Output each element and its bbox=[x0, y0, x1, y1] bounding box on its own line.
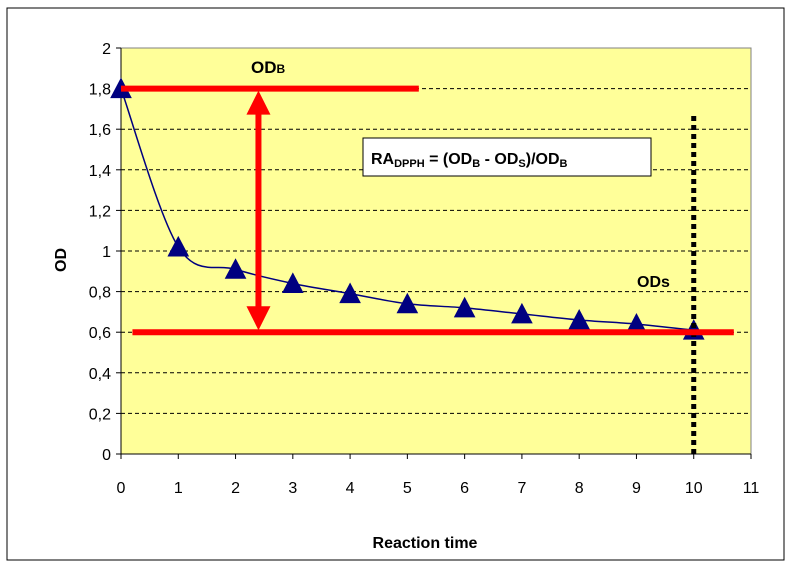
x-axis-title: Reaction time bbox=[373, 535, 478, 552]
y-axis-title: OD bbox=[53, 248, 70, 272]
formula-text: RADPPH = (ODB - ODS)/ODB bbox=[371, 151, 568, 170]
x-tick-label: 4 bbox=[346, 480, 355, 497]
y-tick-label: 0 bbox=[102, 447, 111, 464]
arrow-head-down bbox=[246, 306, 271, 331]
formula-part1: RA bbox=[371, 151, 395, 168]
x-tick-label: 11 bbox=[743, 480, 760, 497]
x-tick-labels: 0 1 2 3 4 5 6 7 8 9 10 11 bbox=[117, 480, 760, 497]
x-tick-label: 2 bbox=[231, 480, 240, 497]
odb-label-main: OD bbox=[251, 58, 277, 77]
axes bbox=[120, 48, 751, 455]
y-tick-label: 1,4 bbox=[89, 163, 111, 180]
x-tick-label: 8 bbox=[575, 480, 584, 497]
formula-part4: )/OD bbox=[526, 151, 560, 168]
arrow-head-up bbox=[246, 90, 271, 115]
data-point bbox=[339, 282, 361, 304]
y-tick-label: 0,2 bbox=[89, 406, 111, 423]
y-tick-label: 1 bbox=[102, 244, 111, 261]
x-tick-label: 5 bbox=[403, 480, 412, 497]
y-tick-label: 0,8 bbox=[89, 285, 111, 302]
x-tick-label: 9 bbox=[632, 480, 641, 497]
odb-label-sub: B bbox=[277, 62, 286, 76]
y-tick-labels: 0 0,2 0,4 0,6 0,8 1 1,2 1,4 1,6 1,8 2 bbox=[89, 41, 111, 464]
x-tick-label: 7 bbox=[517, 480, 526, 497]
formula-part2: = (OD bbox=[425, 151, 473, 168]
annotations bbox=[121, 85, 734, 454]
x-tick-label: 0 bbox=[117, 480, 126, 497]
data-point bbox=[396, 292, 419, 314]
data-point bbox=[453, 296, 476, 318]
data-point bbox=[224, 258, 247, 279]
formula-box bbox=[362, 137, 652, 177]
data-point bbox=[167, 235, 190, 257]
y-tick-label: 2 bbox=[102, 41, 111, 58]
y-tick-label: 1,8 bbox=[89, 82, 111, 99]
y-tick-label: 1,6 bbox=[89, 122, 111, 139]
x-tick-label: 10 bbox=[685, 480, 703, 497]
data-point bbox=[281, 272, 304, 293]
formula-part2-sub: B bbox=[472, 158, 480, 170]
formula-part1-sub: DPPH bbox=[394, 158, 425, 170]
data-point bbox=[511, 302, 533, 324]
y-tick-label: 0,4 bbox=[89, 366, 111, 383]
y-tick-label: 1,2 bbox=[89, 203, 111, 220]
odb-label: ODB bbox=[251, 58, 286, 77]
x-tick-label: 1 bbox=[174, 480, 183, 497]
x-tick-label: 6 bbox=[460, 480, 469, 497]
formula-part3-sub: S bbox=[518, 158, 525, 170]
x-tick-label: 3 bbox=[288, 480, 297, 497]
formula-part4-sub: B bbox=[560, 158, 568, 170]
ods-label: ODs bbox=[637, 274, 670, 291]
data-point bbox=[568, 308, 591, 330]
formula-part3: - OD bbox=[480, 151, 518, 168]
y-tick-label: 0,6 bbox=[89, 325, 111, 342]
